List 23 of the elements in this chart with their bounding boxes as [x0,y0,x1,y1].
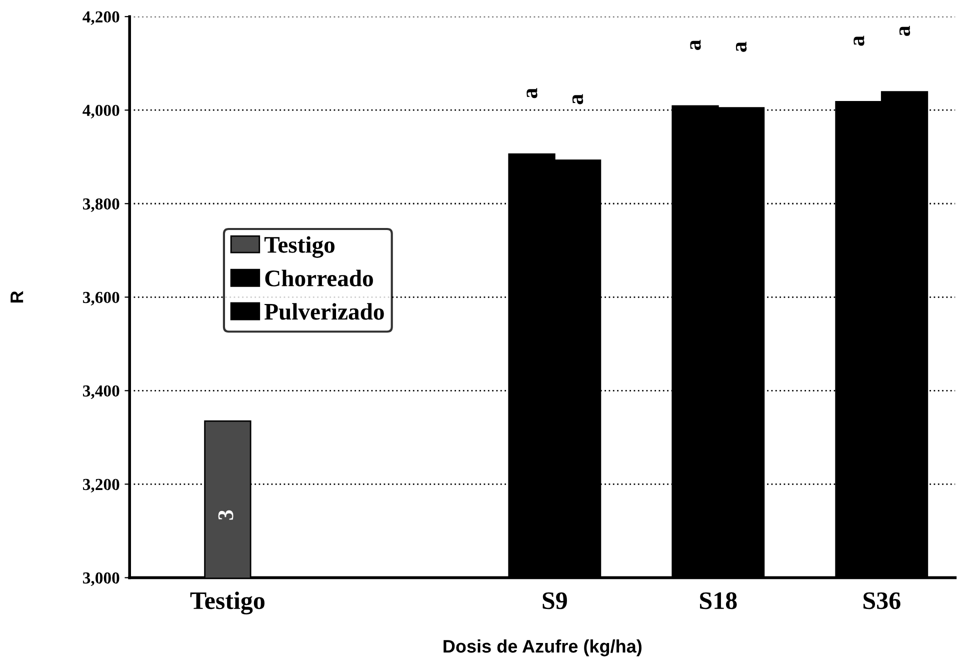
y-tick-label: 4,200 [82,11,120,25]
x-tick-label: Testigo [190,592,264,614]
legend-label: Pulverizado [264,303,384,320]
y-tick-label: 3,000 [83,572,120,586]
annotation: a [854,36,864,46]
annotation: a [690,40,701,50]
x-tick-label: S9 [542,592,567,610]
legend-label: Testigo [264,236,334,258]
annotation: a [572,94,584,104]
annotation: a [736,42,747,52]
y-tick-label: 4,000 [82,104,120,118]
x-axis-title: Dosis de Azufre (kg/ha) [444,639,642,656]
annotation: a [899,26,910,36]
x-tick-label: S36 [864,592,900,610]
x-tick-label: S18 [700,592,737,610]
annotation: a [526,88,538,98]
y-tick-label: 3,200 [83,478,120,493]
y-axis-title: R [10,290,24,302]
y-tick-label: 3,800 [83,198,120,212]
y-tick-label: 3,400 [83,385,120,400]
legend-label: Chorreado [265,270,373,286]
y-tick-label: 3,600 [83,292,120,306]
annotation: 3 [218,510,234,520]
